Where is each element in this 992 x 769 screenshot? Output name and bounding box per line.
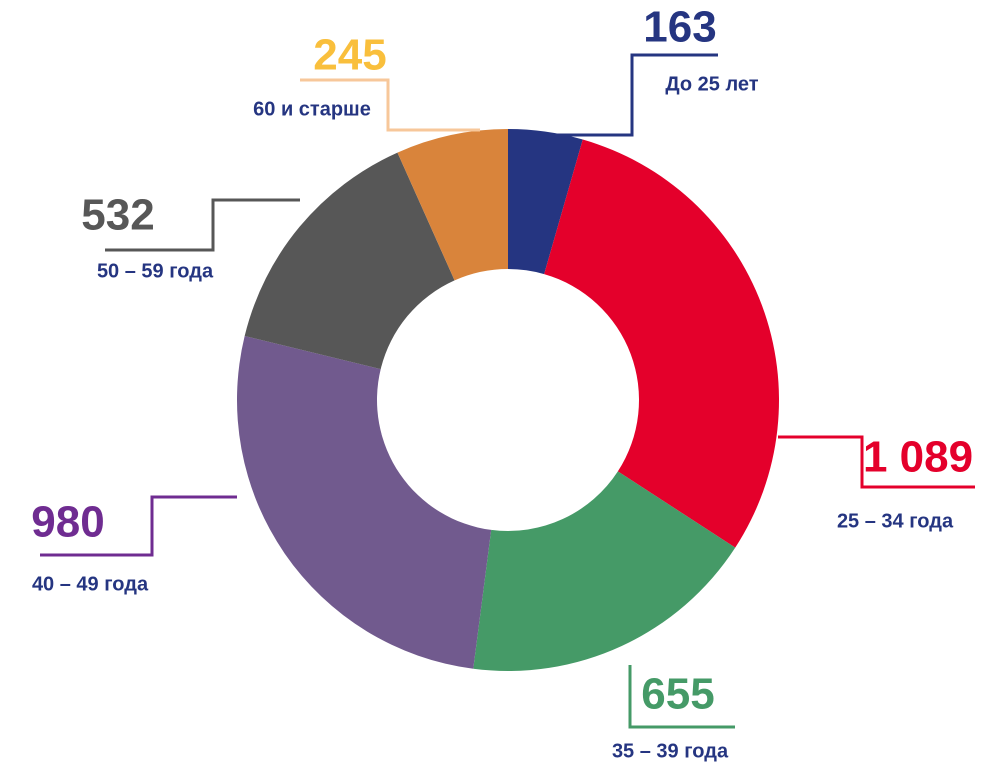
value-label: 245 xyxy=(313,31,386,80)
value-label: 1 089 xyxy=(863,433,973,482)
category-label: 35 – 39 года xyxy=(612,740,729,762)
donut-slice xyxy=(397,129,508,281)
donut-slice xyxy=(473,471,736,671)
category-label: 40 – 49 года xyxy=(32,573,149,595)
value-label: 163 xyxy=(643,3,716,52)
category-label: 25 – 34 года xyxy=(837,510,954,532)
donut-slice xyxy=(508,129,583,275)
leader-line xyxy=(628,665,735,729)
value-label: 532 xyxy=(81,191,154,240)
donut-slice xyxy=(237,336,492,669)
value-label: 980 xyxy=(31,498,104,547)
value-label: 655 xyxy=(641,670,714,719)
leader-line xyxy=(300,78,480,132)
leader-line xyxy=(40,495,237,557)
category-label: До 25 лет xyxy=(665,73,758,95)
leader-line xyxy=(540,53,718,137)
donut-slice xyxy=(544,139,779,548)
leader-line xyxy=(778,435,975,489)
category-label: 60 и старше xyxy=(253,98,371,120)
leader-line xyxy=(105,198,300,252)
donut-slice xyxy=(244,152,455,370)
category-label: 50 – 59 года xyxy=(97,260,214,282)
